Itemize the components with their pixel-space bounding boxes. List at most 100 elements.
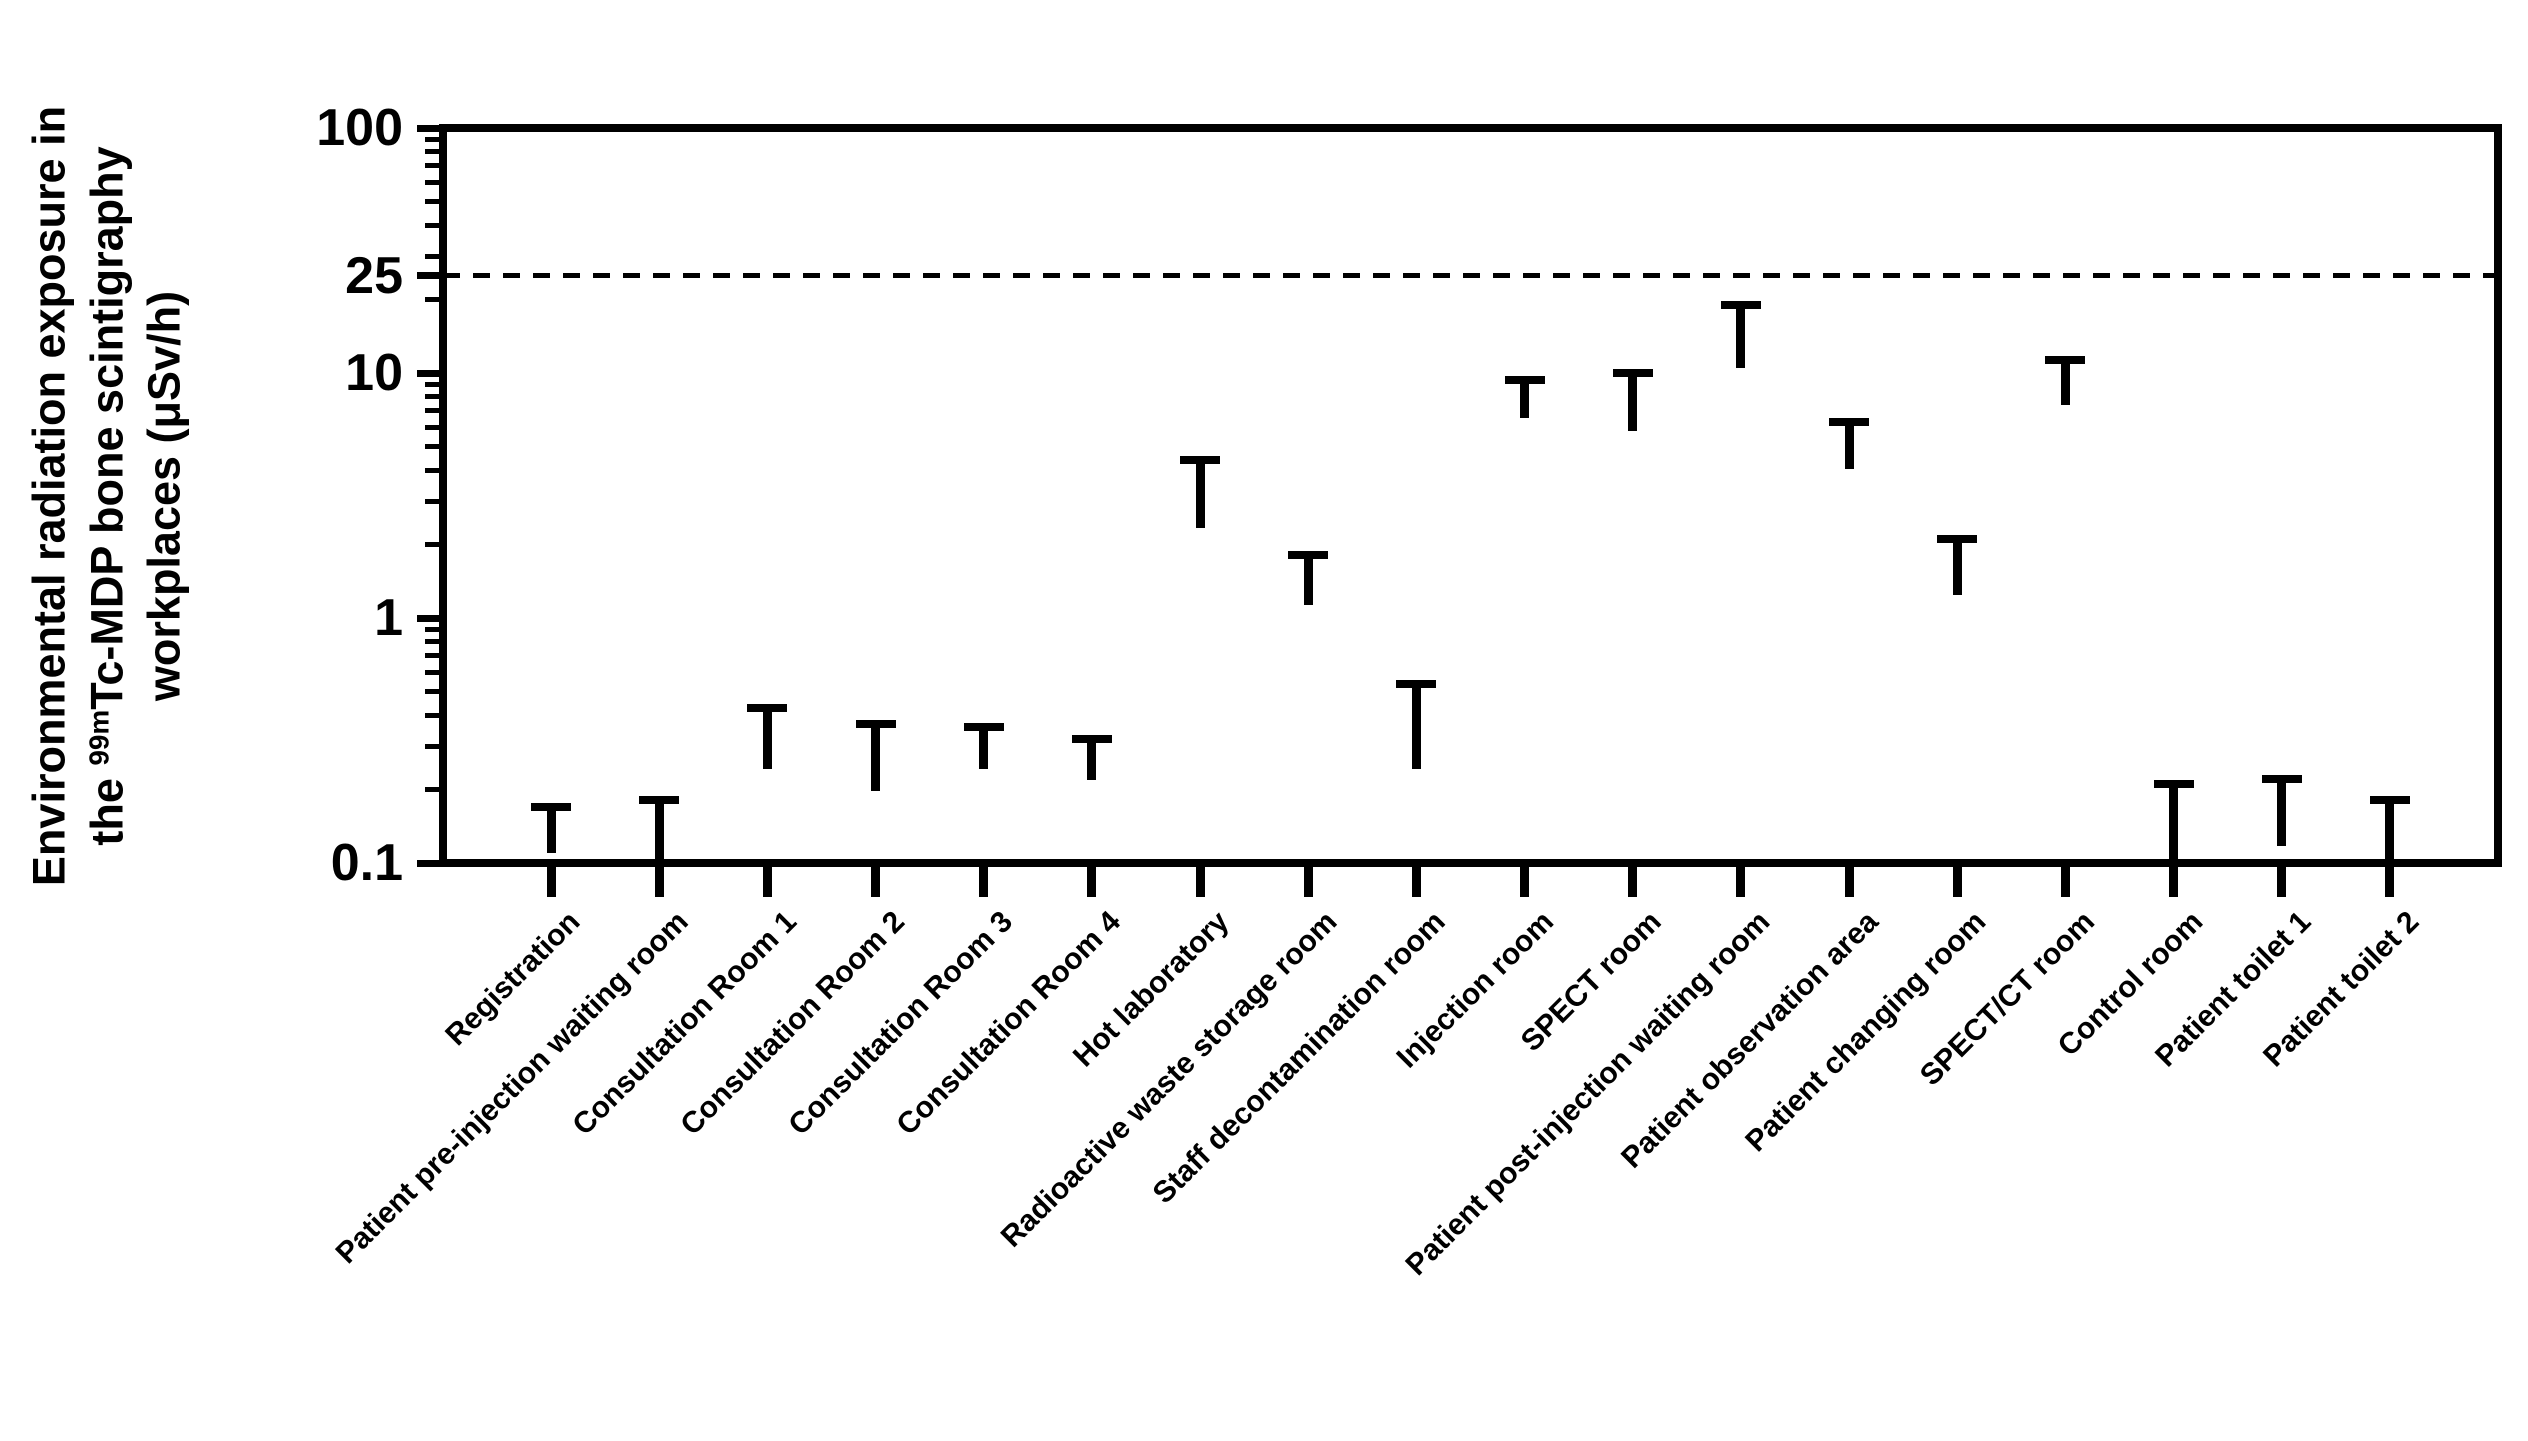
y-major-tick	[417, 272, 439, 279]
plot-area: 100 25 10 1 0.1 Registration Patient pre-inje…	[316, 102, 2502, 1282]
error-bar-cap	[1612, 369, 1653, 377]
y-minor-tick	[425, 467, 439, 473]
y-minor-tick	[425, 541, 439, 547]
y-minor-tick	[425, 179, 439, 185]
error-bar-cap	[855, 719, 896, 728]
x-tick	[762, 863, 772, 897]
y-tick-label: 0.1	[330, 834, 403, 892]
error-bar-cap	[1720, 300, 1761, 309]
x-tick	[654, 863, 664, 897]
y-minor-tick	[425, 253, 439, 259]
x-tick	[2277, 863, 2287, 897]
y-minor-tick	[425, 444, 439, 450]
y-minor-tick	[425, 712, 439, 718]
error-bar-stem	[1520, 379, 1530, 418]
y-minor-tick	[425, 498, 439, 504]
error-bar-cap	[531, 802, 572, 811]
y-minor-tick	[425, 669, 439, 675]
x-tick	[979, 863, 989, 897]
error-bar-cap	[639, 796, 680, 805]
error-bar-cap	[963, 722, 1004, 731]
y-tick-label: 25	[345, 246, 403, 305]
y-minor-tick	[425, 786, 439, 792]
y-major-tick	[417, 614, 439, 622]
x-tick	[1952, 863, 1962, 897]
y-axis-title: Environmental radiation exposure in the …	[21, 106, 194, 886]
error-bar-stem	[1952, 539, 1962, 595]
error-bar-cap	[1180, 456, 1221, 465]
x-tick	[1087, 863, 1097, 897]
y-minor-tick	[425, 653, 439, 659]
y-minor-tick	[425, 381, 439, 387]
y-minor-tick	[425, 424, 439, 430]
y-tick-label: 100	[316, 99, 403, 157]
y-axis-title-line1: Environmental radiation exposure in	[23, 105, 75, 887]
x-tick	[546, 863, 556, 897]
error-bar-stem	[2277, 779, 2287, 847]
x-tick	[1520, 863, 1530, 897]
error-bar-stem	[1628, 373, 1638, 431]
isotope-superscript: 99m	[83, 709, 115, 766]
y-major-tick	[417, 859, 439, 867]
error-bar-cap	[2045, 355, 2086, 364]
y-axis-title-line3: workplaces (μSv/h)	[138, 290, 190, 702]
y-minor-tick	[425, 394, 439, 400]
x-tick	[1411, 863, 1421, 897]
y-minor-tick	[425, 163, 439, 169]
y-minor-tick	[425, 626, 439, 632]
y-minor-tick	[425, 222, 439, 228]
error-bar-cap	[1829, 418, 1870, 427]
y-major-tick	[417, 369, 439, 377]
error-bar-cap	[2369, 796, 2410, 805]
error-bar-stem	[979, 726, 989, 770]
reference-line-25	[443, 273, 2498, 278]
y-axis-line	[439, 124, 447, 867]
error-bar-cap	[2153, 780, 2194, 789]
y-minor-tick	[425, 639, 439, 645]
y-tick-label: 1	[374, 589, 403, 647]
error-bar-cap	[1071, 735, 1112, 744]
error-bar-stem	[546, 806, 556, 854]
error-bar-cap	[2261, 775, 2302, 784]
error-bar-stem	[762, 707, 772, 770]
y-minor-tick	[425, 743, 439, 749]
error-bar-stem	[654, 800, 664, 870]
plot-frame-right	[2494, 124, 2502, 867]
x-axis-line	[439, 859, 2502, 867]
error-bar-stem	[2385, 800, 2395, 870]
x-tick	[1303, 863, 1313, 897]
x-tick	[2385, 863, 2395, 897]
error-bar-stem	[1411, 683, 1421, 770]
plot-frame-top	[439, 124, 2502, 132]
error-bar-stem	[1844, 422, 1854, 469]
error-bar-stem	[1303, 555, 1313, 605]
y-tick-label: 10	[345, 344, 403, 402]
error-bar-cap	[747, 703, 788, 712]
error-bar-stem	[2060, 359, 2070, 406]
x-tick	[2060, 863, 2070, 897]
x-tick	[871, 863, 881, 897]
x-tick	[1195, 863, 1205, 897]
error-bar-stem	[1736, 304, 1746, 368]
x-tick	[1844, 863, 1854, 897]
y-major-tick	[417, 124, 439, 132]
y-minor-tick	[425, 408, 439, 414]
error-bar-stem	[871, 723, 881, 792]
error-bar-stem	[2169, 784, 2179, 862]
y-axis-title-line2: the 99mTc-MDP bone scintigraphy	[81, 146, 133, 846]
error-bar-stem	[1195, 460, 1205, 528]
x-tick	[1736, 863, 1746, 897]
x-tick	[1628, 863, 1638, 897]
error-bar-stem	[1087, 739, 1097, 780]
error-bar-cap	[1937, 535, 1978, 544]
error-bar-cap	[1504, 375, 1545, 384]
error-bar-cap	[1288, 551, 1329, 560]
y-minor-tick	[425, 296, 439, 302]
x-tick	[2169, 863, 2179, 897]
y-minor-tick	[425, 136, 439, 142]
y-minor-tick	[425, 199, 439, 205]
error-bar-cap	[1396, 679, 1437, 688]
y-minor-tick	[425, 689, 439, 695]
y-minor-tick	[425, 149, 439, 155]
